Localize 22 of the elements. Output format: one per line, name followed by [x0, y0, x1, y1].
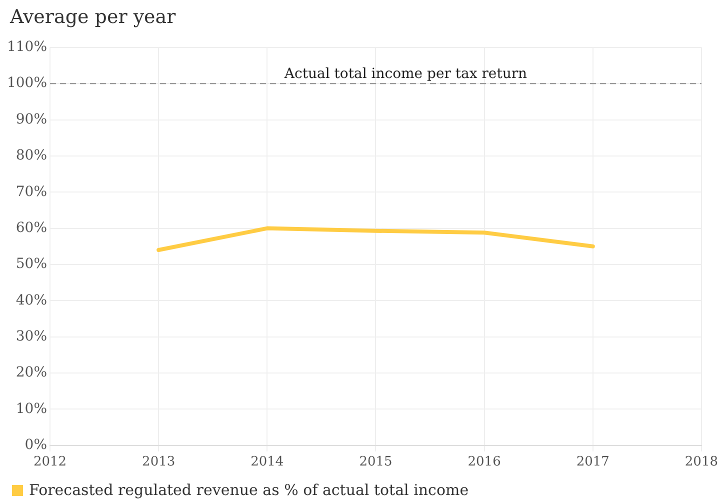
x-tick-label: 2015 [359, 454, 392, 470]
y-tick-label: 20% [16, 364, 48, 381]
x-tick-label: 2014 [250, 454, 284, 470]
y-tick-label: 100% [6, 75, 48, 92]
x-tick-label: 2018 [684, 454, 718, 470]
y-tick-label: 40% [16, 292, 48, 308]
y-tick-label: 70% [16, 184, 48, 200]
y-tick-label: 0% [24, 437, 48, 454]
x-tick-label: 2013 [142, 454, 176, 470]
ref-line-label: Actual total income per tax return [283, 66, 528, 82]
y-tick-label: 90% [16, 111, 48, 128]
y-tick-label: 110% [6, 39, 48, 56]
x-tick-label: 2012 [33, 454, 67, 470]
y-tick-label: 30% [16, 328, 48, 344]
y-tick-label: 60% [16, 220, 48, 236]
y-tick-label: 10% [16, 400, 48, 417]
y-tick-label: 80% [16, 148, 48, 164]
y-tick-label: 50% [16, 256, 48, 272]
x-tick-label: 2017 [576, 454, 610, 470]
chart-title: Average per year [10, 6, 176, 28]
x-tick-label: 2016 [468, 454, 501, 470]
legend-label: Forecasted regulated revenue as % of actual total income [29, 481, 469, 499]
